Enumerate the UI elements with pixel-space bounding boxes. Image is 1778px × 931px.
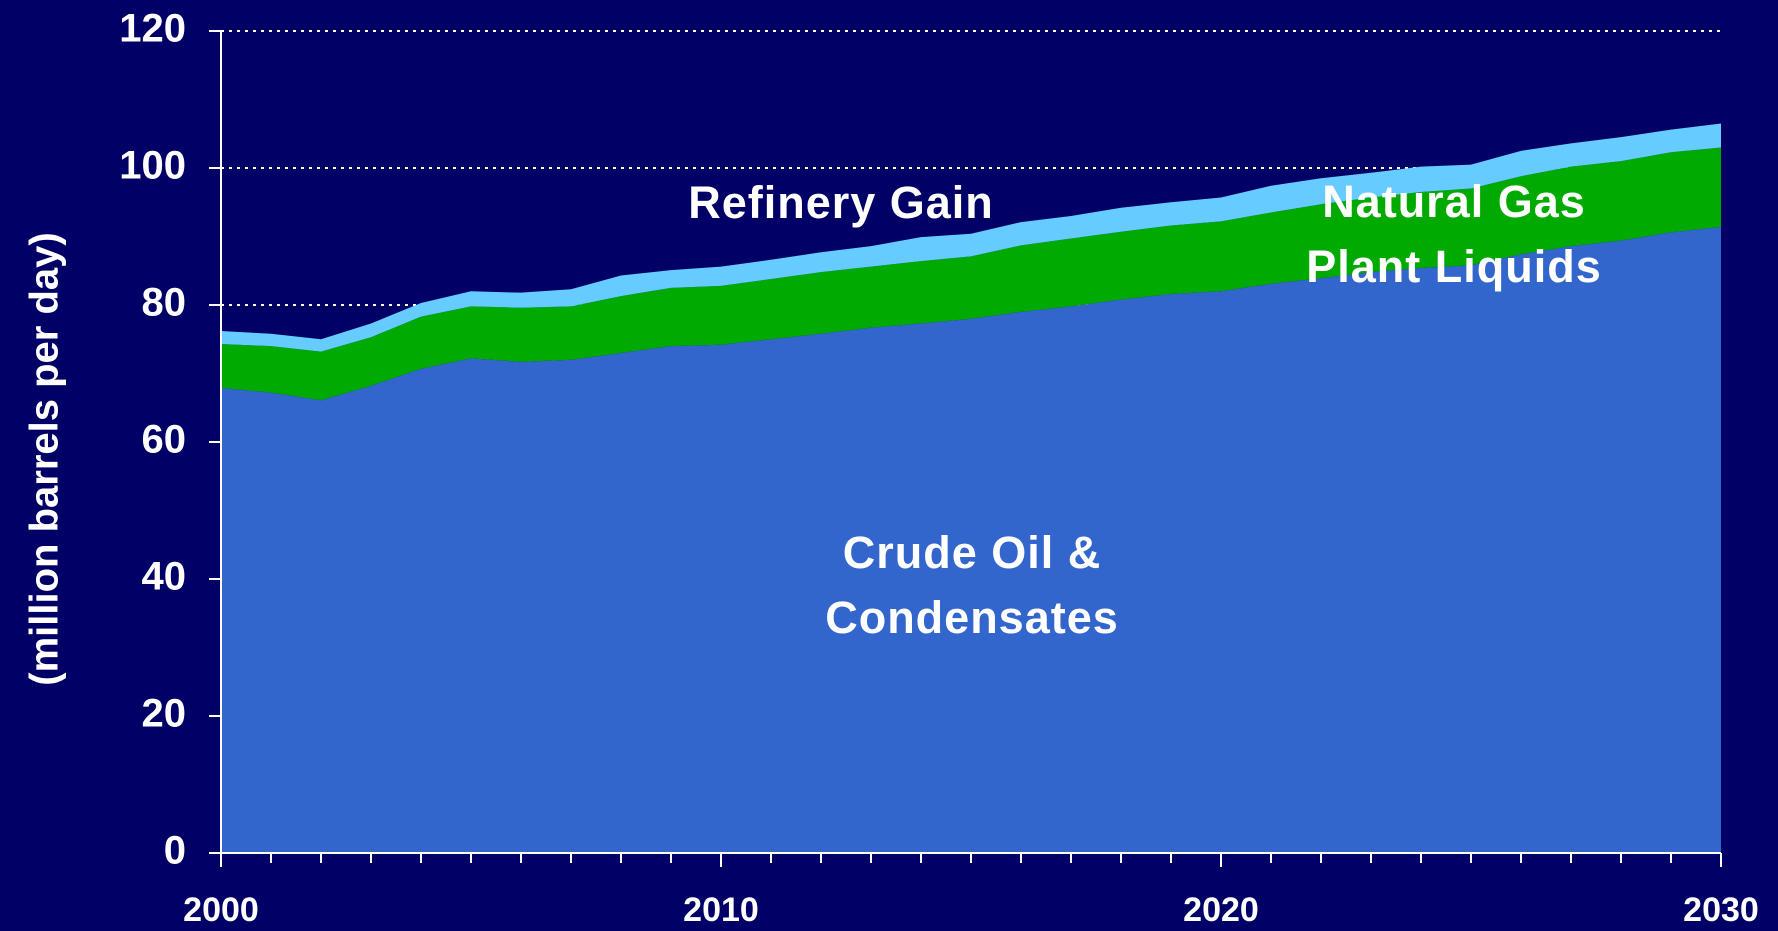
x-tick-label: 2000 bbox=[183, 891, 259, 929]
area bbox=[221, 226, 1721, 853]
x-tick-label: 2020 bbox=[1183, 891, 1259, 929]
series-label: Refinery Gain bbox=[688, 177, 994, 228]
area bbox=[221, 123, 1721, 352]
x-tick-label: 2010 bbox=[683, 891, 759, 929]
y-tick-label: 20 bbox=[142, 692, 187, 736]
series-label: Natural Gas Plant Liquids bbox=[1306, 176, 1602, 292]
y-tick-label: 80 bbox=[142, 281, 187, 325]
y-tick-label: 100 bbox=[119, 144, 186, 188]
y-tick-label: 60 bbox=[142, 418, 187, 462]
y-tick-label: 120 bbox=[119, 7, 186, 51]
area bbox=[221, 147, 1721, 401]
y-tick-label: 0 bbox=[164, 829, 186, 873]
series-label: Crude Oil & Condensates bbox=[825, 527, 1119, 643]
x-tick-label: 2030 bbox=[1683, 891, 1759, 929]
y-tick-label: 40 bbox=[142, 555, 187, 599]
y-axis-label: (million barrels per day) bbox=[23, 232, 67, 685]
